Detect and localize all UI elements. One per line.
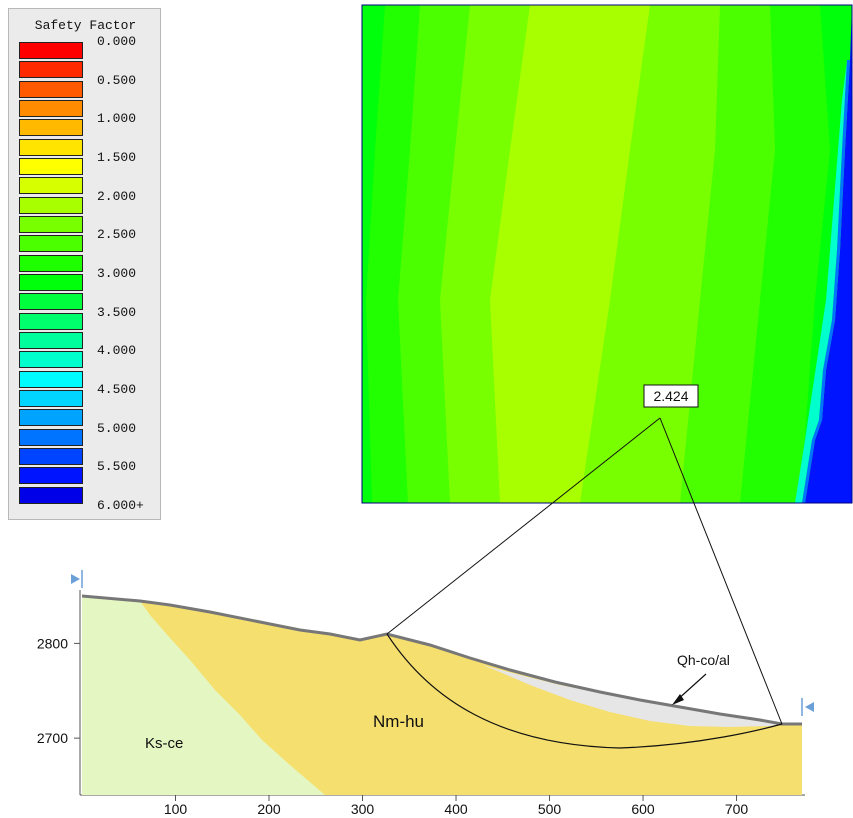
slip-surface	[386, 633, 783, 749]
legend-swatch	[19, 351, 83, 369]
x-tick-label: 200	[257, 801, 281, 817]
sf-contour-grid	[362, 5, 852, 503]
material-label-qh-coal: Qh-co/al	[677, 652, 730, 668]
legend-swatch	[19, 61, 83, 79]
legend-swatch	[19, 80, 83, 98]
legend-swatch	[19, 370, 83, 388]
legend-swatch	[19, 331, 83, 349]
legend-swatch	[19, 177, 83, 195]
legend-label: 5.500	[97, 459, 137, 475]
legend-swatch	[19, 138, 83, 156]
legend-swatch	[19, 42, 83, 59]
legend-swatch	[19, 467, 83, 485]
legend-swatch	[19, 312, 83, 330]
legend-title: Safety Factor	[34, 18, 137, 33]
ks-ce-region	[82, 596, 325, 795]
legend-swatch	[19, 428, 83, 446]
legend-label: 4.500	[97, 381, 137, 397]
radius-line-right	[659, 417, 783, 725]
x-tick-label: 300	[351, 801, 375, 817]
qh-coal-region	[482, 665, 782, 727]
legend-swatch	[19, 447, 83, 465]
legend-swatch	[19, 215, 83, 233]
legend-swatch	[19, 389, 83, 407]
contour-band-5	[490, 5, 650, 503]
legend-label: 0.000	[97, 34, 137, 49]
legend-swatch	[19, 254, 83, 272]
legend-swatch	[19, 486, 83, 504]
legend-label: 1.500	[97, 149, 137, 165]
contour-band-blue-mid	[802, 60, 850, 503]
x-tick-label: 100	[164, 801, 188, 817]
legend-label: 1.000	[97, 111, 137, 127]
x-tick-label: 700	[725, 801, 749, 817]
legend-swatch	[19, 99, 83, 117]
legend-label: 0.500	[97, 72, 137, 88]
contour-band-cyan	[795, 60, 847, 503]
legend-label: 4.000	[97, 343, 137, 359]
legend-swatch	[19, 293, 83, 311]
left-extent-marker-icon	[71, 574, 80, 584]
legend-swatch	[19, 235, 83, 253]
safety-factor-legend: Safety Factor 0.000 0.500 1.000 1.500 2.000 2…	[8, 8, 161, 520]
qh-pointer-arrowhead	[672, 694, 684, 705]
x-ticks: 100 200 300 400 500 600 700	[164, 795, 749, 817]
legend-swatch	[19, 273, 83, 291]
y-tick-label: 2800	[37, 635, 68, 651]
min-sf-box	[643, 384, 699, 408]
y-ticks: 2800 2700	[37, 635, 80, 746]
contour-band-blue-edge	[805, 5, 852, 503]
material-label-nm-hu: Nm-hu	[373, 712, 424, 731]
y-tick-label: 2700	[37, 730, 68, 746]
legend-label: 6.000+	[97, 497, 144, 513]
legend-label: 2.500	[97, 227, 137, 243]
legend-swatch	[19, 119, 83, 137]
radius-line-left	[386, 417, 661, 635]
legend-swatch	[19, 409, 83, 427]
ground-surface-line	[81, 594, 802, 726]
x-tick-label: 400	[444, 801, 468, 817]
x-tick-label: 600	[631, 801, 655, 817]
legend-label: 5.000	[97, 420, 137, 436]
legend-swatch	[19, 157, 83, 175]
material-label-ks-ce: Ks-ce	[145, 735, 183, 752]
grid-border	[361, 4, 853, 504]
legend-label: 3.000	[97, 265, 137, 281]
legend-label: 2.000	[97, 188, 137, 204]
x-tick-label: 500	[538, 801, 562, 817]
legend-swatch	[19, 196, 83, 214]
legend-label: 3.500	[97, 304, 137, 320]
right-extent-marker-icon	[805, 702, 814, 712]
min-sf-label: 2.424	[653, 388, 688, 404]
